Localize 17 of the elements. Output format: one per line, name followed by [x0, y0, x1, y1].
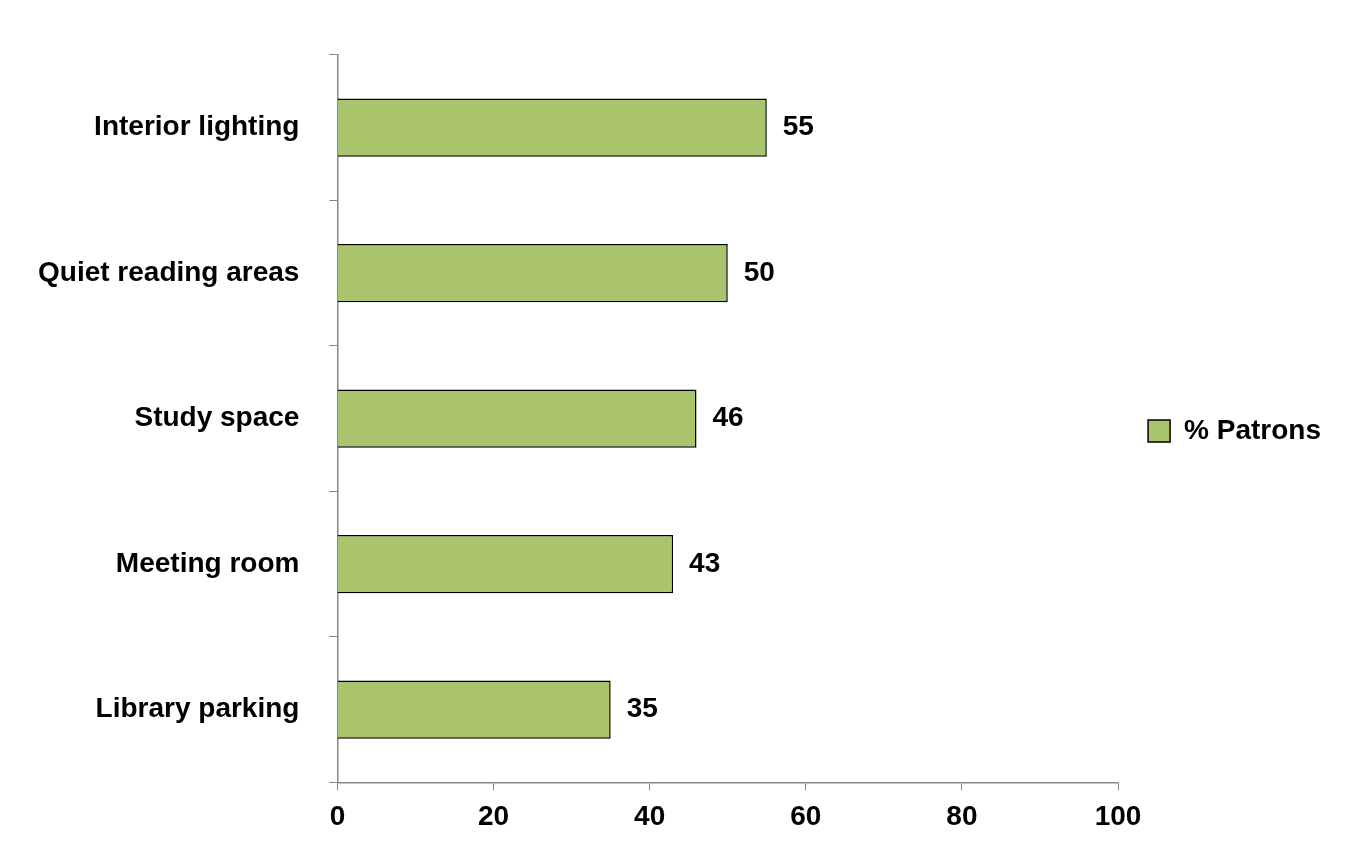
data-label: 55	[782, 110, 814, 142]
x-tick-label: 60	[790, 799, 822, 831]
data-label: 35	[626, 692, 658, 724]
y-tick-label: Meeting room	[115, 546, 300, 578]
data-label: 46	[712, 401, 744, 433]
x-tick-label: 100	[1094, 799, 1142, 831]
y-tick-label: Study space	[134, 401, 300, 433]
data-label: 43	[689, 546, 721, 578]
legend-label: % Patrons	[1184, 413, 1322, 445]
data-label: 50	[743, 255, 775, 287]
x-tick-label: 80	[946, 799, 978, 831]
y-tick-label: Quiet reading areas	[38, 255, 300, 287]
x-tick-label: 20	[477, 799, 510, 831]
y-tick-label: Interior lighting	[94, 110, 300, 142]
y-tick-label: Library parking	[95, 692, 300, 724]
x-tick-label: 0	[329, 799, 346, 831]
x-tick-label: 40	[634, 799, 666, 831]
